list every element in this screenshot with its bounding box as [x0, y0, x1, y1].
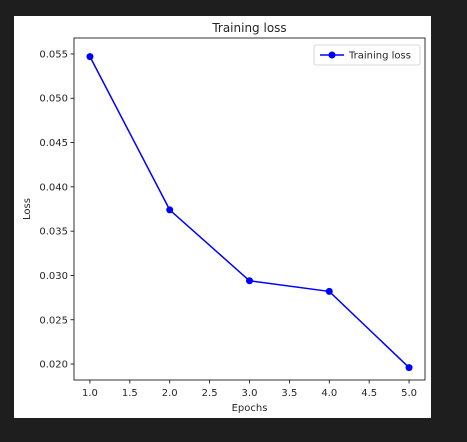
series-line [89, 56, 410, 369]
legend-entry-label: Training loss [348, 51, 411, 62]
y-tick-label: 0.020 [39, 360, 68, 371]
x-axis-label: Epochs [232, 403, 268, 414]
chart-figure: Training loss 1.0 1.5 2.0 2.5 3.0 3.5 4.0 4.5 5.… [14, 16, 431, 418]
y-tick-label: 0.040 [39, 182, 68, 193]
data-point [86, 53, 94, 61]
x-tick-label: 4.0 [321, 388, 337, 399]
y-axis: 0.020 0.025 0.030 0.035 0.040 0.045 0.050 0.055 [39, 49, 74, 371]
x-tick-label: 4.5 [361, 388, 377, 399]
data-point [166, 206, 174, 214]
x-tick-label: 2.0 [162, 388, 178, 399]
x-tick-label: 1.5 [122, 388, 138, 399]
y-tick-label: 0.025 [39, 315, 68, 326]
y-tick-label: 0.045 [39, 138, 68, 149]
data-point [325, 287, 333, 295]
chart-title: Training loss [211, 21, 286, 35]
line-chart: Training loss 1.0 1.5 2.0 2.5 3.0 3.5 4.0 4.5 5.… [22, 21, 426, 414]
x-tick-label: 2.5 [202, 388, 218, 399]
x-tick-label: 1.0 [82, 388, 98, 399]
y-tick-label: 0.050 [39, 94, 68, 105]
legend: Training loss [313, 44, 421, 66]
x-tick-label: 3.0 [242, 388, 258, 399]
y-tick-label: 0.035 [39, 227, 68, 238]
series-layer [86, 53, 413, 372]
y-axis-label: Loss [22, 198, 33, 220]
y-tick-label: 0.030 [39, 271, 68, 282]
plot-frame [73, 37, 426, 381]
x-tick-label: 5.0 [401, 388, 417, 399]
y-tick-label: 0.055 [39, 49, 68, 60]
data-point [246, 277, 253, 285]
legend-box [313, 44, 421, 66]
data-point [405, 364, 413, 372]
legend-marker-swatch [328, 51, 336, 59]
x-axis: 1.0 1.5 2.0 2.5 3.0 3.5 4.0 4.5 5.0 [82, 380, 417, 399]
x-tick-label: 3.5 [281, 388, 297, 399]
